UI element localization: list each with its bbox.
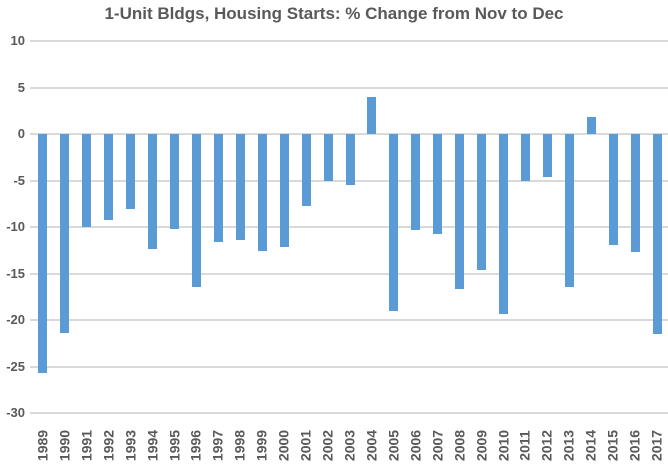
x-tick-label-2010: 2010: [495, 429, 512, 462]
y-tick-label--15: -15: [6, 265, 25, 281]
x-tick-label-2005: 2005: [385, 429, 402, 462]
bar-2016: [630, 134, 640, 253]
y-tick-label--30: -30: [6, 405, 25, 420]
x-tick-label-1997: 1997: [209, 429, 226, 462]
x-tick-label-2000: 2000: [275, 429, 292, 462]
bar-1992: [104, 134, 114, 220]
gridline-5: [30, 86, 668, 89]
y-tick-label--5: -5: [13, 172, 25, 188]
x-tick-label-2004: 2004: [363, 429, 380, 462]
bar-1991: [82, 134, 92, 227]
bar-2014: [586, 117, 596, 134]
x-tick-label-2017: 2017: [648, 429, 665, 462]
x-tick-label-2015: 2015: [604, 429, 621, 462]
y-tick-label--10: -10: [6, 219, 25, 234]
bar-2012: [542, 134, 552, 177]
y-tick-label-0: 0: [17, 126, 25, 141]
bar-2007: [433, 134, 443, 234]
x-tick-label-1990: 1990: [56, 429, 73, 462]
bar-2002: [323, 134, 333, 181]
bar-2003: [345, 134, 355, 186]
bar-1990: [60, 134, 70, 334]
bar-1997: [213, 134, 223, 242]
gridline--10: [30, 226, 668, 228]
bar-1995: [170, 134, 180, 229]
x-tick-label-2012: 2012: [538, 429, 555, 462]
gridline--25: [30, 365, 668, 368]
x-tick-label-1993: 1993: [122, 429, 139, 462]
bar-1998: [235, 134, 245, 241]
x-tick-label-2011: 2011: [516, 430, 533, 461]
x-tick-label-2016: 2016: [626, 429, 643, 462]
x-tick-label-1998: 1998: [231, 429, 248, 462]
x-tick-label-1992: 1992: [100, 429, 117, 462]
x-tick-label-2008: 2008: [451, 429, 468, 462]
x-tick-label-1996: 1996: [187, 429, 204, 462]
x-tick-label-2009: 2009: [473, 429, 490, 462]
bar-2013: [564, 134, 574, 287]
bar-2000: [279, 134, 289, 247]
x-tick-label-2001: 2001: [297, 429, 314, 462]
bar-2017: [652, 134, 662, 334]
bar-2008: [455, 134, 465, 290]
gridline--20: [30, 319, 668, 321]
x-tick-label-1995: 1995: [166, 429, 183, 462]
x-tick-label-1999: 1999: [253, 429, 270, 462]
bar-2015: [608, 134, 618, 245]
bar-2006: [411, 134, 421, 230]
x-tick-label-1994: 1994: [144, 429, 161, 462]
x-tick-label-2006: 2006: [407, 429, 424, 462]
x-tick-label-2002: 2002: [319, 429, 336, 462]
bar-2005: [389, 134, 399, 311]
bar-2010: [499, 134, 509, 315]
y-tick-label--20: -20: [6, 312, 25, 327]
x-tick-label-2013: 2013: [560, 429, 577, 462]
bar-1994: [148, 134, 158, 250]
x-tick-label-2007: 2007: [429, 429, 446, 462]
bar-1999: [257, 134, 267, 252]
bar-1989: [38, 134, 48, 373]
y-tick-label-5: 5: [17, 79, 25, 95]
bar-2001: [301, 134, 311, 206]
gridline--30: [30, 412, 668, 414]
bar-1993: [126, 134, 136, 210]
x-tick-label-2003: 2003: [341, 429, 358, 462]
x-tick-label-1989: 1989: [34, 429, 51, 462]
bar-2009: [477, 134, 487, 270]
y-tick-label-10: 10: [10, 33, 25, 48]
x-tick-label-1991: 1991: [78, 429, 95, 462]
chart-title: 1-Unit Bldgs, Housing Starts: % Change f…: [104, 4, 564, 23]
bar-2011: [520, 134, 530, 182]
gridline-10: [30, 40, 668, 42]
gridline--15: [30, 272, 668, 275]
y-tick-label--25: -25: [6, 358, 25, 374]
bar-2004: [367, 96, 377, 134]
x-tick-label-2014: 2014: [582, 429, 599, 462]
bar-1996: [191, 134, 201, 288]
